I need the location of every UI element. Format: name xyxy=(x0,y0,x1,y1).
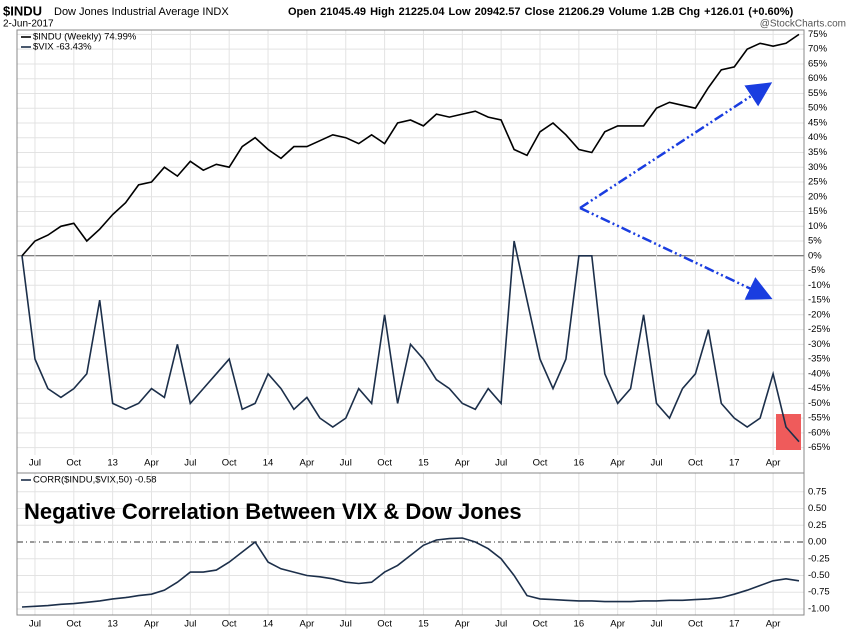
corr-panel-frame xyxy=(16,472,805,616)
x-tick-label: Jul xyxy=(650,619,662,630)
x-tick-label: Apr xyxy=(610,458,625,469)
x-tick-label: 13 xyxy=(107,619,118,630)
y-tick-label: 20% xyxy=(808,191,828,202)
y-tick-label: 10% xyxy=(808,221,828,232)
quote: Open 21045.49 High 21225.04 Low 20942.57… xyxy=(288,6,794,18)
x-tick-label: Oct xyxy=(533,458,548,469)
y-tick-label: 60% xyxy=(808,73,828,84)
y-tick-label: 65% xyxy=(808,58,828,69)
y-tick-label: -40% xyxy=(808,368,831,379)
x-tick-label: Oct xyxy=(66,458,81,469)
x-tick-label: Jul xyxy=(340,458,352,469)
y-tick-label: 0.50 xyxy=(808,503,827,514)
y-tick-label: -65% xyxy=(808,442,831,453)
y-tick-label: 0% xyxy=(808,250,822,261)
x-tick-label: 17 xyxy=(729,619,740,630)
x-tick-label: Oct xyxy=(222,458,237,469)
x-tick-label: 14 xyxy=(263,458,274,469)
x-tick-label: Oct xyxy=(688,619,703,630)
y-tick-label: -50% xyxy=(808,398,831,409)
y-tick-label: 30% xyxy=(808,162,828,173)
x-tick-label: Oct xyxy=(377,619,392,630)
x-tick-label: Oct xyxy=(688,458,703,469)
x-tick-label: Jul xyxy=(29,458,41,469)
source: @StockCharts.com xyxy=(760,19,846,30)
x-tick-label: 14 xyxy=(263,619,274,630)
x-tick-label: Apr xyxy=(455,458,470,469)
x-tick-label: Oct xyxy=(533,619,548,630)
legend-label: CORR($INDU,$VIX,50) -0.58 xyxy=(33,475,157,486)
x-tick-label: Apr xyxy=(766,619,781,630)
y-tick-label: 40% xyxy=(808,132,828,143)
date: 2-Jun-2017 xyxy=(3,19,54,30)
x-tick-label: 13 xyxy=(107,458,118,469)
legend-label: $VIX -63.43% xyxy=(33,42,92,53)
x-tick-label: Jul xyxy=(340,619,352,630)
x-tick-label: Apr xyxy=(144,458,159,469)
x-tick-label: Oct xyxy=(222,619,237,630)
x-tick-label: 15 xyxy=(418,619,429,630)
y-tick-label: -0.25 xyxy=(808,553,830,564)
y-tick-label: 0.25 xyxy=(808,520,827,531)
x-tick-label: 16 xyxy=(574,458,585,469)
x-tick-label: Jul xyxy=(495,619,507,630)
subtitle: Dow Jones Industrial Average INDX xyxy=(54,6,229,18)
x-tick-label: Apr xyxy=(300,458,315,469)
series-line xyxy=(21,33,800,257)
y-tick-label: 50% xyxy=(808,103,828,114)
y-tick-label: -30% xyxy=(808,339,831,350)
y-tick-label: -60% xyxy=(808,427,831,438)
y-tick-label: 55% xyxy=(808,88,828,99)
y-tick-label: -45% xyxy=(808,383,831,394)
x-tick-label: Jul xyxy=(29,619,41,630)
x-tick-label: Apr xyxy=(300,619,315,630)
y-tick-label: -20% xyxy=(808,309,831,320)
x-tick-label: Jul xyxy=(184,619,196,630)
x-tick-label: Jul xyxy=(650,458,662,469)
series-line xyxy=(21,537,800,608)
y-tick-label: 35% xyxy=(808,147,828,158)
x-tick-label: Apr xyxy=(610,619,625,630)
y-tick-label: -10% xyxy=(808,280,831,291)
y-tick-label: -55% xyxy=(808,413,831,424)
y-tick-label: -5% xyxy=(808,265,825,276)
x-tick-label: Oct xyxy=(66,619,81,630)
legend-label: $INDU (Weekly) 74.99% xyxy=(33,32,137,43)
y-tick-label: 15% xyxy=(808,206,828,217)
y-tick-label: -0.75 xyxy=(808,587,830,598)
series-line xyxy=(21,240,800,443)
y-tick-label: 75% xyxy=(808,29,828,40)
x-tick-label: Apr xyxy=(144,619,159,630)
x-tick-label: Jul xyxy=(184,458,196,469)
y-tick-label: 45% xyxy=(808,117,828,128)
y-tick-label: 0.75 xyxy=(808,486,827,497)
x-tick-label: Apr xyxy=(766,458,781,469)
annotation: Negative Correlation Between VIX & Dow J… xyxy=(24,499,522,524)
symbol: $INDU xyxy=(3,3,42,18)
y-tick-label: 0.00 xyxy=(808,537,827,548)
y-tick-label: -25% xyxy=(808,324,831,335)
y-tick-label: 25% xyxy=(808,177,828,188)
x-tick-label: 17 xyxy=(729,458,740,469)
y-tick-label: -1.00 xyxy=(808,603,830,614)
arrow-up xyxy=(579,82,773,210)
y-tick-label: -0.50 xyxy=(808,570,830,581)
x-tick-label: 15 xyxy=(418,458,429,469)
y-tick-label: 5% xyxy=(808,236,822,247)
y-tick-label: -35% xyxy=(808,354,831,365)
x-tick-label: 16 xyxy=(574,619,585,630)
x-tick-label: Oct xyxy=(377,458,392,469)
highlight-box xyxy=(776,414,801,450)
y-tick-label: -15% xyxy=(808,295,831,306)
y-tick-label: 70% xyxy=(808,44,828,55)
x-tick-label: Jul xyxy=(495,458,507,469)
x-tick-label: Apr xyxy=(455,619,470,630)
